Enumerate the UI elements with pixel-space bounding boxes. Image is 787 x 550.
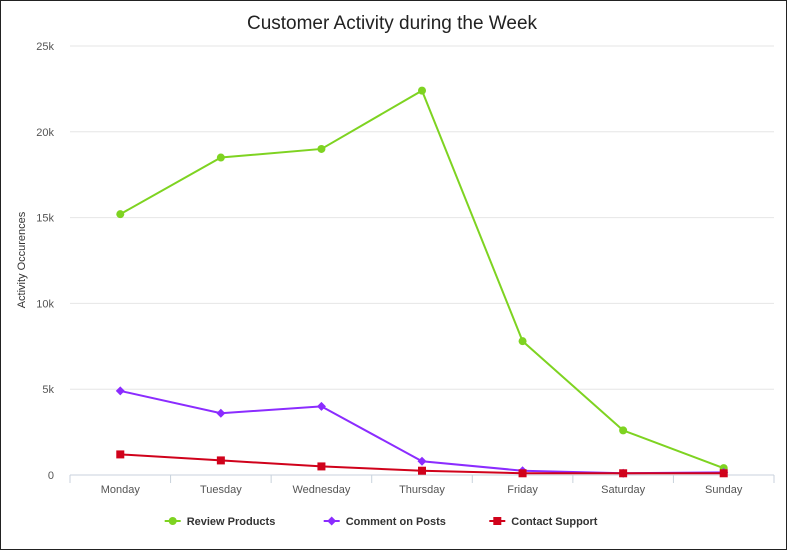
x-tick-label: Monday [101, 484, 141, 496]
data-point [116, 450, 125, 459]
legend-marker [493, 517, 502, 525]
y-tick-label: 0 [48, 470, 54, 482]
legend-item[interactable]: Review Products [164, 516, 276, 528]
data-point [216, 408, 226, 418]
data-point [317, 144, 326, 153]
series-lines [115, 86, 729, 478]
x-tick-label: Tuesday [200, 484, 242, 496]
legend-marker [327, 516, 337, 526]
chart-title: Customer Activity during the Week [247, 13, 538, 34]
data-point [116, 210, 125, 219]
y-axis-label: Activity Occurences [16, 211, 28, 308]
data-point [418, 86, 426, 95]
data-point [418, 466, 426, 475]
legend-label: Comment on Posts [346, 516, 446, 528]
data-point [115, 386, 125, 396]
data-point [317, 462, 326, 471]
data-point [619, 426, 628, 435]
series-comment-on-posts [115, 386, 729, 478]
x-tick-label: Wednesday [292, 484, 350, 496]
data-point [518, 469, 527, 478]
grid-lines [70, 45, 774, 390]
y-axis-ticks: 0 5k 10k 15k 20k 25k [36, 41, 54, 482]
legend-item[interactable]: Contact Support [489, 516, 598, 528]
x-tick-label: Friday [507, 484, 538, 496]
x-tick-label: Sunday [705, 484, 743, 496]
y-tick-label: 10k [36, 298, 54, 310]
legend-label: Contact Support [511, 516, 597, 528]
legend-label: Review Products [187, 516, 276, 528]
data-point [719, 469, 728, 478]
y-tick-label: 20k [36, 127, 54, 139]
legend-marker [168, 517, 177, 525]
data-point [216, 456, 225, 465]
data-point [216, 153, 225, 162]
series-contact-support [116, 450, 728, 478]
x-axis: Monday Tuesday Wednesday Thursday Friday Satu… [69, 474, 775, 496]
y-tick-label: 15k [36, 213, 54, 225]
y-tick-label: 25k [36, 41, 54, 53]
data-point [417, 456, 427, 466]
x-tick-label: Thursday [399, 484, 445, 496]
data-point [316, 401, 326, 411]
legend-item[interactable]: Comment on Posts [323, 516, 446, 528]
series-review-products [116, 86, 728, 473]
data-point [619, 469, 628, 478]
y-tick-label: 5k [42, 384, 54, 396]
legend: Review Products Comment on Posts Contact S… [164, 516, 598, 528]
data-point [518, 337, 527, 346]
x-tick-label: Saturday [601, 484, 646, 496]
